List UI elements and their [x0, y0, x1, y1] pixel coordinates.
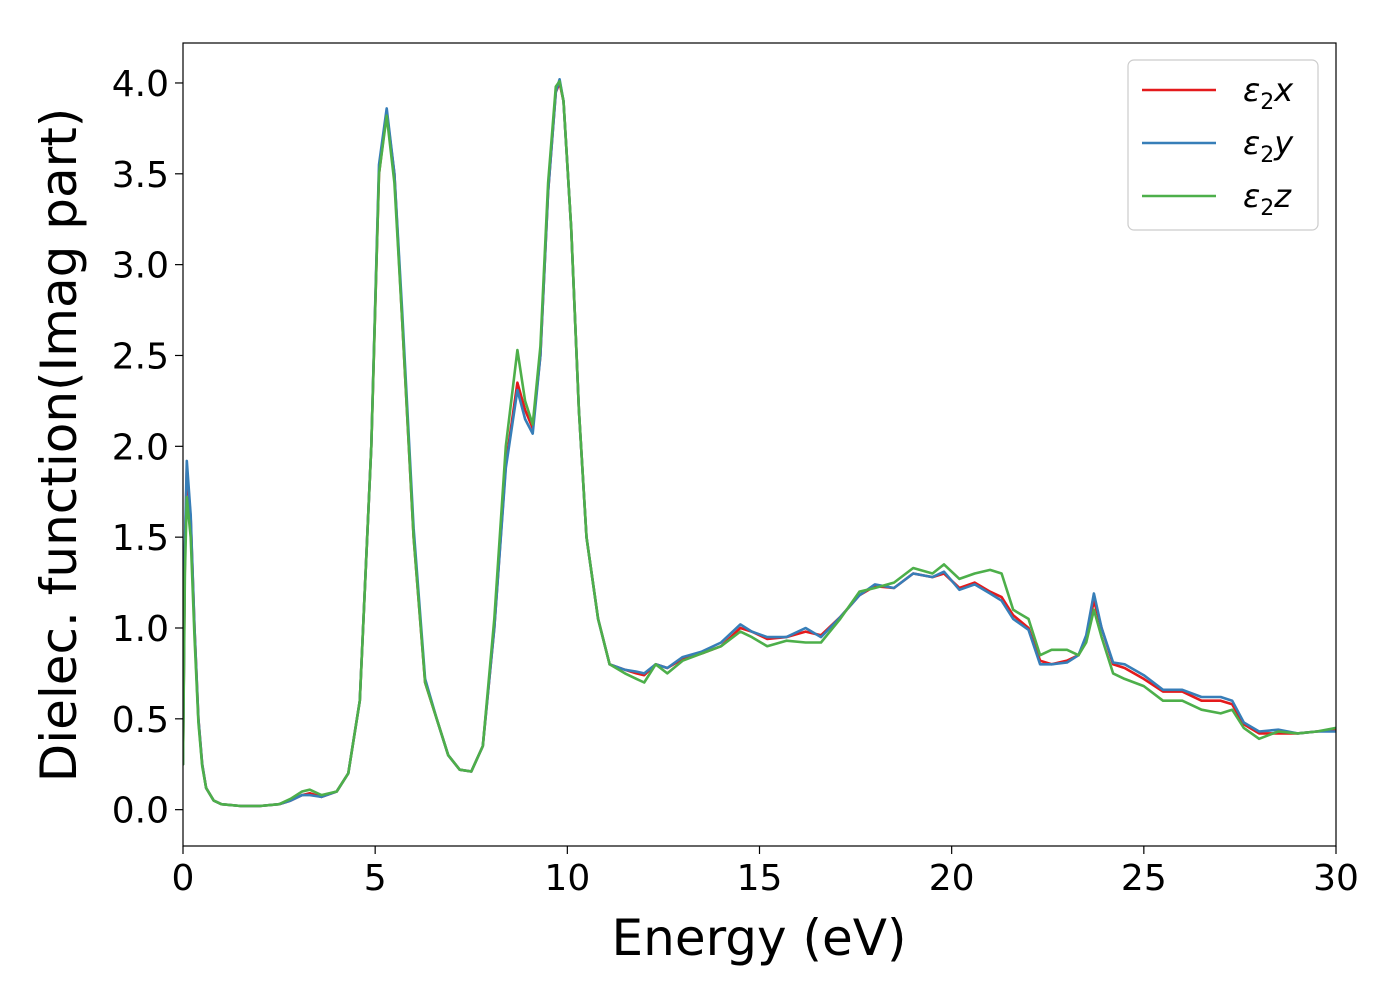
legend-label-base: ε — [1243, 71, 1260, 109]
legend-label-subscript: 2 — [1260, 143, 1274, 168]
x-axis-title: Energy (eV) — [612, 909, 907, 967]
x-tick-label: 30 — [1313, 858, 1359, 899]
y-tick-label: 0.0 — [112, 791, 169, 832]
x-tick-label: 0 — [172, 858, 195, 899]
legend-label-base: ε — [1243, 177, 1260, 215]
legend-box — [1127, 59, 1319, 231]
legend-label-base: ε — [1243, 124, 1260, 162]
legend-label-subscript: 2 — [1260, 196, 1274, 221]
legend-label-variable: z — [1273, 177, 1292, 215]
y-tick-label: 1.0 — [112, 609, 169, 650]
y-tick-label: 2.5 — [112, 336, 169, 377]
y-tick-label: 1.5 — [112, 518, 169, 559]
legend-label-x: ε2x — [1243, 71, 1294, 115]
y-tick-label: 4.0 — [112, 64, 169, 105]
x-axis: 0 5 10 15 20 25 30 — [172, 846, 1359, 899]
series-layer — [183, 78, 1336, 808]
legend-label-variable: y — [1273, 124, 1294, 162]
x-tick-label: 15 — [737, 858, 783, 899]
y-axis-title: Dielec. function(Imag part) — [30, 108, 88, 783]
y-tick-label: 2.0 — [112, 427, 169, 468]
x-tick-label: 10 — [544, 858, 590, 899]
series-line-y — [183, 78, 1336, 808]
legend-label-z: ε2z — [1243, 177, 1292, 221]
y-tick-label: 3.0 — [112, 246, 169, 287]
legend-label-y: ε2y — [1243, 124, 1294, 168]
y-axis: 0.0 0.5 1.0 1.5 2.0 2.5 3.0 3.5 4.0 — [112, 64, 183, 832]
y-tick-label: 3.5 — [112, 155, 169, 196]
series-line-z — [183, 79, 1336, 808]
legend-label-variable: x — [1273, 71, 1294, 109]
legend-label-subscript: 2 — [1260, 90, 1274, 115]
x-tick-label: 20 — [929, 858, 975, 899]
x-tick-label: 5 — [364, 858, 387, 899]
y-tick-label: 0.5 — [112, 700, 169, 741]
x-tick-label: 25 — [1121, 858, 1167, 899]
